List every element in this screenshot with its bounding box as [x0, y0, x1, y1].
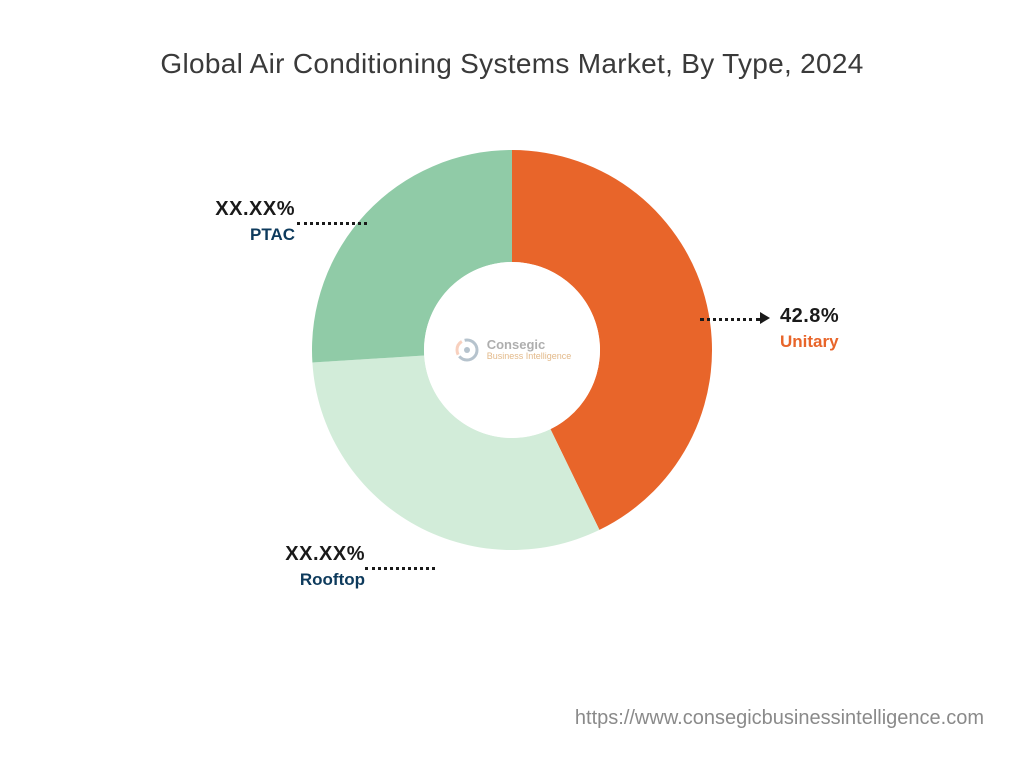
arrow-unitary: [760, 312, 770, 324]
callout-value-unitary: 42.8%: [780, 305, 839, 328]
callout-label-unitary: Unitary: [780, 332, 839, 352]
callout-ptac: XX.XX% PTAC: [185, 198, 295, 245]
chart-title: Global Air Conditioning Systems Market, …: [0, 48, 1024, 80]
leader-rooftop: [365, 567, 435, 570]
callout-rooftop: XX.XX% Rooftop: [270, 543, 365, 590]
callout-label-rooftop: Rooftop: [300, 570, 365, 590]
callout-value-rooftop: XX.XX%: [285, 543, 365, 566]
callout-value-ptac: XX.XX%: [215, 198, 295, 221]
brand-logo: Consegic Business Intelligence: [453, 336, 572, 364]
donut-chart: Consegic Business Intelligence: [312, 150, 712, 550]
logo-icon: [453, 336, 481, 364]
logo-brand-bottom: Business Intelligence: [487, 352, 572, 362]
leader-ptac: [297, 222, 367, 225]
logo-brand-top: Consegic: [487, 338, 572, 352]
callout-label-ptac: PTAC: [250, 225, 295, 245]
logo-text: Consegic Business Intelligence: [487, 338, 572, 362]
leader-unitary: [700, 318, 760, 321]
footer-url: https://www.consegicbusinessintelligence…: [575, 707, 984, 730]
donut-center: Consegic Business Intelligence: [424, 262, 600, 438]
chart-container: Consegic Business Intelligence: [0, 150, 1024, 550]
callout-unitary: 42.8% Unitary: [780, 305, 839, 352]
